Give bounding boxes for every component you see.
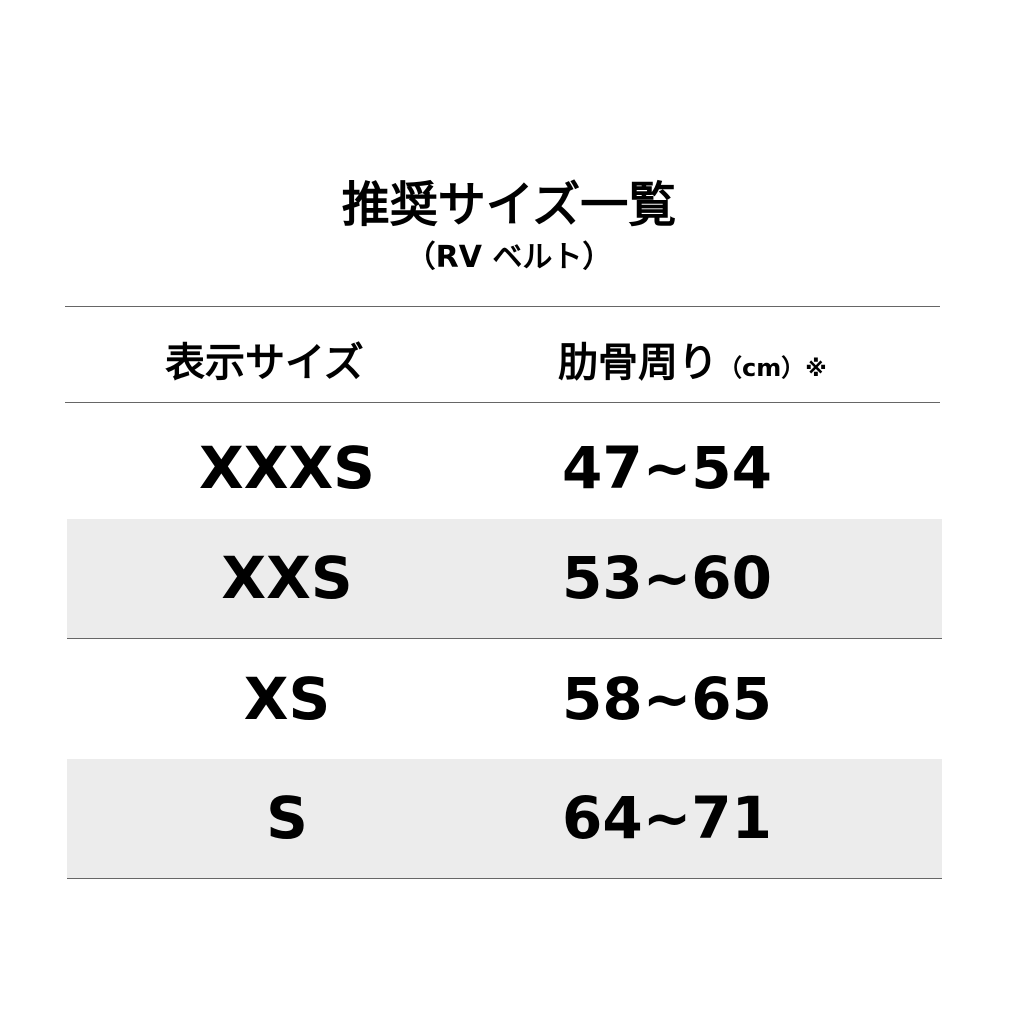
range-cell: 47~54 bbox=[561, 434, 773, 502]
header-rib: 肋骨周り（cm）※ bbox=[558, 330, 827, 388]
divider bbox=[65, 306, 940, 307]
range-cell: 64~71 bbox=[561, 784, 773, 852]
range-cell: 53~60 bbox=[561, 544, 773, 612]
header-rib-label: 肋骨周り bbox=[558, 340, 718, 386]
table-row: XXS 53~60 bbox=[67, 519, 942, 639]
header-unit: （cm） bbox=[718, 354, 806, 382]
size-cell: XXS bbox=[221, 544, 353, 612]
table-row: S 64~71 bbox=[67, 759, 942, 879]
header-note: ※ bbox=[805, 357, 827, 382]
header-size: 表示サイズ bbox=[165, 340, 364, 386]
range-cell: 58~65 bbox=[561, 665, 773, 733]
table-row: XXXS 47~54 bbox=[67, 403, 942, 519]
size-cell: XXXS bbox=[199, 434, 375, 502]
page-title: 推奨サイズ一覧 bbox=[341, 177, 677, 233]
divider bbox=[65, 402, 940, 403]
size-cell: XS bbox=[243, 665, 331, 733]
table-row: XS 58~65 bbox=[67, 640, 942, 760]
size-cell: S bbox=[266, 784, 308, 852]
subtitle: （RV ベルト） bbox=[405, 240, 613, 275]
